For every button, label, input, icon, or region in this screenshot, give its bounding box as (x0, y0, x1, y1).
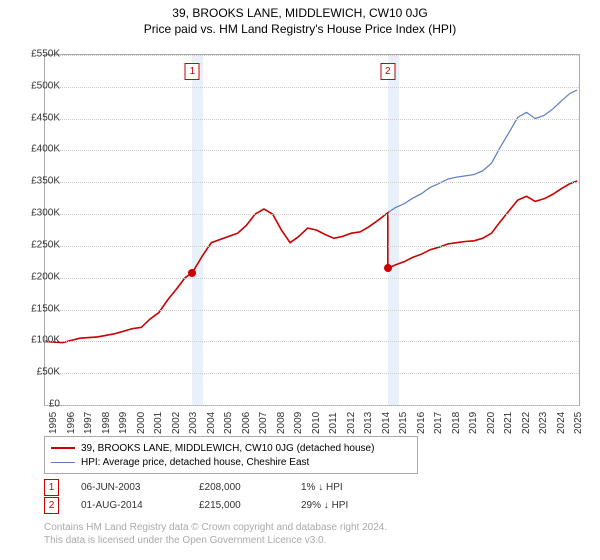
x-tick-label: 2007 (258, 412, 269, 434)
series-property (45, 181, 577, 343)
x-tick-label: 2009 (293, 412, 304, 434)
event-marker-box: 1 (185, 63, 200, 80)
footer-line: This data is licensed under the Open Gov… (44, 535, 387, 548)
gridline (45, 341, 579, 342)
event-date: 06-JUN-2003 (81, 482, 177, 493)
x-tick-label: 1997 (83, 412, 94, 434)
gridline (45, 278, 579, 279)
event-table: 1 06-JUN-2003 £208,000 1% ↓ HPI 2 01-AUG… (44, 478, 578, 514)
gridline (45, 310, 579, 311)
gridline (45, 119, 579, 120)
x-tick-label: 1998 (101, 412, 112, 434)
y-tick-label: £450K (31, 112, 60, 123)
x-tick-label: 2005 (223, 412, 234, 434)
x-tick-label: 2022 (521, 412, 532, 434)
chart-lines (45, 55, 579, 405)
gridline (45, 373, 579, 374)
event-marker-box: 2 (380, 63, 395, 80)
event-price: £215,000 (199, 500, 279, 511)
gridline (45, 405, 579, 406)
y-tick-label: £100K (31, 335, 60, 346)
x-tick-label: 2012 (346, 412, 357, 434)
legend-label: 39, BROOKS LANE, MIDDLEWICH, CW10 0JG (d… (81, 443, 374, 454)
event-delta: 29% ↓ HPI (301, 500, 348, 511)
legend-item: 39, BROOKS LANE, MIDDLEWICH, CW10 0JG (d… (51, 441, 411, 455)
gridline (45, 182, 579, 183)
legend-swatch (51, 462, 75, 463)
legend-label: HPI: Average price, detached house, Ches… (81, 457, 309, 468)
x-tick-label: 2023 (538, 412, 549, 434)
x-tick-label: 2008 (276, 412, 287, 434)
event-date: 01-AUG-2014 (81, 500, 177, 511)
y-tick-label: £500K (31, 80, 60, 91)
x-tick-label: 1996 (66, 412, 77, 434)
x-tick-label: 2017 (433, 412, 444, 434)
gridline (45, 87, 579, 88)
y-tick-label: £550K (31, 49, 60, 60)
x-tick-label: 1999 (118, 412, 129, 434)
legend-swatch (51, 447, 75, 449)
x-tick-label: 2000 (136, 412, 147, 434)
x-tick-label: 2013 (363, 412, 374, 434)
y-tick-label: £150K (31, 303, 60, 314)
x-tick-label: 2018 (451, 412, 462, 434)
y-tick-label: £0 (49, 399, 60, 410)
chart-plot-area: 12 (44, 54, 580, 406)
x-tick-label: 2006 (241, 412, 252, 434)
gridline (45, 55, 579, 56)
legend-item: HPI: Average price, detached house, Ches… (51, 455, 411, 469)
footer-attribution: Contains HM Land Registry data © Crown c… (44, 522, 387, 547)
gridline (45, 246, 579, 247)
y-tick-label: £200K (31, 271, 60, 282)
y-tick-label: £300K (31, 208, 60, 219)
chart-title: 39, BROOKS LANE, MIDDLEWICH, CW10 0JG (0, 0, 600, 20)
event-delta: 1% ↓ HPI (301, 482, 343, 493)
x-tick-label: 2025 (573, 412, 584, 434)
x-tick-label: 2021 (503, 412, 514, 434)
event-row: 1 06-JUN-2003 £208,000 1% ↓ HPI (44, 478, 578, 496)
y-tick-label: £350K (31, 176, 60, 187)
price-marker (384, 264, 392, 272)
x-tick-label: 2024 (556, 412, 567, 434)
x-tick-label: 2010 (311, 412, 322, 434)
footer-line: Contains HM Land Registry data © Crown c… (44, 522, 387, 535)
price-marker (188, 269, 196, 277)
chart-legend: 39, BROOKS LANE, MIDDLEWICH, CW10 0JG (d… (44, 436, 418, 474)
x-tick-label: 1995 (48, 412, 59, 434)
chart-subtitle: Price paid vs. HM Land Registry's House … (0, 20, 600, 36)
x-tick-label: 2014 (381, 412, 392, 434)
x-tick-label: 2016 (416, 412, 427, 434)
gridline (45, 150, 579, 151)
x-tick-label: 2015 (398, 412, 409, 434)
y-tick-label: £400K (31, 144, 60, 155)
x-tick-label: 2019 (468, 412, 479, 434)
y-tick-label: £250K (31, 239, 60, 250)
event-badge: 1 (44, 479, 59, 496)
gridline (45, 214, 579, 215)
event-row: 2 01-AUG-2014 £215,000 29% ↓ HPI (44, 496, 578, 514)
event-price: £208,000 (199, 482, 279, 493)
x-tick-label: 2002 (171, 412, 182, 434)
x-tick-label: 2003 (188, 412, 199, 434)
event-badge: 2 (44, 497, 59, 514)
y-tick-label: £50K (37, 367, 60, 378)
x-tick-label: 2004 (206, 412, 217, 434)
series-hpi (45, 90, 577, 343)
x-tick-label: 2001 (153, 412, 164, 434)
x-tick-label: 2020 (486, 412, 497, 434)
x-tick-label: 2011 (328, 412, 339, 434)
